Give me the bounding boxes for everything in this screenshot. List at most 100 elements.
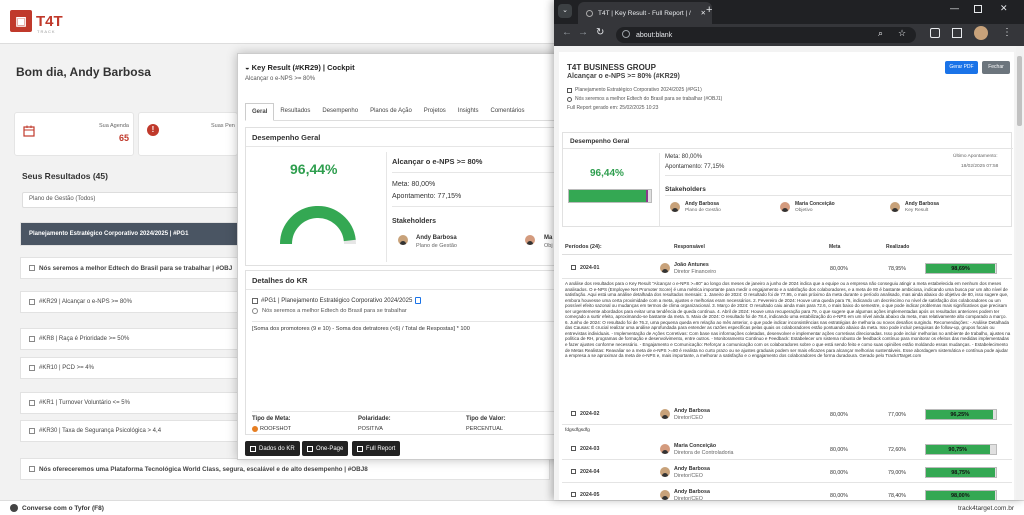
site-link[interactable]: track4target.com.br [958, 504, 1014, 512]
logo-mark: ▣ [10, 10, 32, 32]
list-item-kr[interactable]: #KR29 | Alcançar o e-NPS >= 80% [20, 291, 260, 313]
period-realizado: 78,40% [888, 493, 906, 499]
report-objective: Nós seremos a melhor Edtech do Brasil pa… [567, 96, 722, 102]
kr-icon: ◒ [245, 63, 252, 72]
kr-cockpit-modal: ◒ Key Result (#KR29) | Cockpit Alcançar … [237, 53, 617, 460]
period-owner: Andy Barbosa [674, 489, 710, 495]
period-row[interactable]: 2024-04 Andy Barbosa Diretor/CEO 80,00% … [562, 461, 1012, 483]
period-row[interactable]: 2024-03 Maria Conceição Diretora de Cont… [562, 438, 1012, 460]
close-window-icon[interactable]: ✕ [1000, 3, 1008, 13]
new-tab-icon[interactable]: + [706, 4, 713, 16]
reload-icon[interactable]: ↻ [596, 27, 605, 38]
browser-tab[interactable]: T4T | Key Result - Full Report | / ✕ [578, 2, 712, 24]
tab-resultados[interactable]: Resultados [280, 108, 311, 114]
period-bar-fill: 98,69% [926, 264, 996, 273]
list-item-kr[interactable]: #KR8 | Raça é Prioridade >= 50% [20, 328, 260, 350]
period-bar: 98,69% [925, 263, 997, 274]
tab-geral[interactable]: Geral [245, 103, 275, 121]
bookmark-star-icon[interactable]: ☆ [898, 28, 907, 38]
logo-text: T4T [36, 12, 63, 30]
logo[interactable]: ▣ T4T TRACK [10, 10, 63, 34]
report-apontamento: Apontamento: 77,15% [665, 164, 725, 170]
list-item-kr[interactable]: #KR30 | Taxa de Segurança Psicológica > … [20, 420, 260, 442]
extensions-icon[interactable] [930, 28, 940, 38]
tab-close-icon[interactable]: ✕ [700, 10, 706, 17]
stat-value: 65 [119, 133, 130, 143]
plan-filter-select[interactable]: Plano de Gestão (Todos) [22, 192, 262, 208]
report-percent: 96,44% [590, 168, 624, 179]
expand-icon [29, 428, 35, 434]
report-page: T4T BUSINESS GROUP Alcançar o e-NPS >= 8… [554, 46, 1024, 500]
fechar-button[interactable]: Fechar [982, 61, 1010, 74]
objective-text: Nós seremos a melhor Edtech do Brasil pa… [262, 308, 407, 314]
period-row[interactable]: 2024-01 João Antunes Diretor Financeiro … [562, 257, 1012, 279]
scrollbar-thumb[interactable] [1017, 56, 1022, 126]
target-icon [567, 96, 572, 102]
company-name: T4T BUSINESS GROUP [567, 63, 656, 72]
zoom-icon[interactable]: ⌕ [878, 28, 884, 38]
period-bar-fill: 98,00% [926, 491, 995, 500]
tab-insights[interactable]: Insights [457, 108, 479, 114]
avatar [660, 490, 670, 500]
alert-icon: ! [147, 124, 159, 136]
period-owner-role: Diretor/CEO [674, 415, 703, 421]
list-item-plan[interactable]: Planejamento Estratégico Corporativo 202… [20, 222, 260, 246]
period-realizado: 77,00% [888, 412, 906, 418]
minimize-icon[interactable]: — [950, 3, 959, 13]
expand-icon [29, 265, 35, 271]
page-scrollbar[interactable] [1016, 46, 1023, 500]
tab-desempenho[interactable]: Desempenho [322, 108, 359, 114]
dados-do-kr-button[interactable]: Dados do KR [245, 441, 300, 456]
period-row[interactable]: 2024-02 Andy Barbosa Diretor/CEO 80,00% … [562, 403, 1012, 425]
menu-kebab-icon[interactable]: ⋮ [1002, 27, 1012, 38]
period-icon [571, 265, 576, 270]
full-report: T4T BUSINESS GROUP Alcançar o e-NPS >= 8… [559, 52, 1014, 500]
list-item-kr[interactable]: #KR10 | PCD >= 4% [20, 357, 260, 379]
full-report-button[interactable]: Full Report [352, 441, 401, 456]
tab-planos-de-acao[interactable]: Planos de Ação [370, 108, 412, 114]
stat-label: Sua Agenda [99, 123, 129, 129]
button-label: Dados do KR [259, 445, 295, 452]
period-date: 2024-03 [580, 446, 600, 452]
address-bar[interactable]: about:blank ⌕ ☆ [616, 27, 916, 43]
globe-icon [586, 9, 593, 17]
back-icon[interactable]: ← [562, 27, 572, 38]
period-owner: João Antunes [674, 262, 709, 268]
list-item-objective[interactable]: Nós seremos a melhor Edtech do Brasil pa… [20, 257, 260, 279]
forward-icon[interactable]: → [578, 27, 588, 38]
tab-comentarios[interactable]: Comentários [490, 108, 525, 114]
list-item-objective[interactable]: Nós ofereceremos uma Plataforma Tecnológ… [20, 458, 550, 480]
tab-search-icon[interactable]: ⌄ [558, 4, 572, 18]
site-info-icon[interactable] [622, 30, 630, 38]
tyfor-chat-link[interactable]: Converse com o Tyfor (F8) [10, 504, 104, 512]
stakeholder-role: Plano de Gestão [416, 243, 457, 249]
tab-projetos[interactable]: Projetos [423, 108, 446, 114]
period-icon [571, 469, 576, 474]
maximize-icon[interactable] [974, 5, 982, 13]
period-owner-role: Diretor/CEO [674, 473, 703, 479]
period-bar-fill: 90,75% [926, 445, 990, 454]
period-owner-role: Diretor/CEO [674, 496, 703, 500]
stat-card-agenda[interactable]: Sua Agenda 65 [14, 112, 134, 156]
period-icon [571, 411, 576, 416]
modal-subtitle: Alcançar o e-NPS >= 80% [245, 76, 316, 82]
report-plan: Planejamento Estratégico Corporativo 202… [567, 87, 702, 93]
list-item-label: Planejamento Estratégico Corporativo 202… [29, 231, 189, 237]
plan-link[interactable]: #PG1 | Planejamento Estratégico Corporat… [252, 297, 422, 304]
list-item-kr[interactable]: #KR1 | Turnover Voluntário <= 5% [20, 392, 260, 414]
detalhes-panel: Detalhes do KR #PG1 | Planejamento Estra… [245, 270, 616, 435]
avatar [525, 235, 535, 245]
gerar-pdf-button[interactable]: Gerar PDF [945, 61, 978, 74]
period-realizado: 78,95% [888, 266, 906, 272]
period-date: 2024-04 [580, 469, 600, 475]
period-bar: 98,00% [925, 490, 997, 500]
expand-icon [29, 365, 35, 371]
stakeholder-name: Andy Barbosa [685, 201, 719, 207]
period-row[interactable]: 2024-05 Andy Barbosa Diretor/CEO 80,00% … [562, 484, 1012, 500]
stakeholders-title: Stakeholders [392, 218, 436, 225]
profile-avatar[interactable] [974, 26, 988, 40]
one-page-button[interactable]: One-Page [302, 441, 349, 456]
objective-link[interactable]: Nós seremos a melhor Edtech do Brasil pa… [252, 308, 407, 314]
stat-card-pendencias[interactable]: ! Suas Pen [138, 112, 238, 156]
side-panel-icon[interactable] [952, 28, 962, 38]
